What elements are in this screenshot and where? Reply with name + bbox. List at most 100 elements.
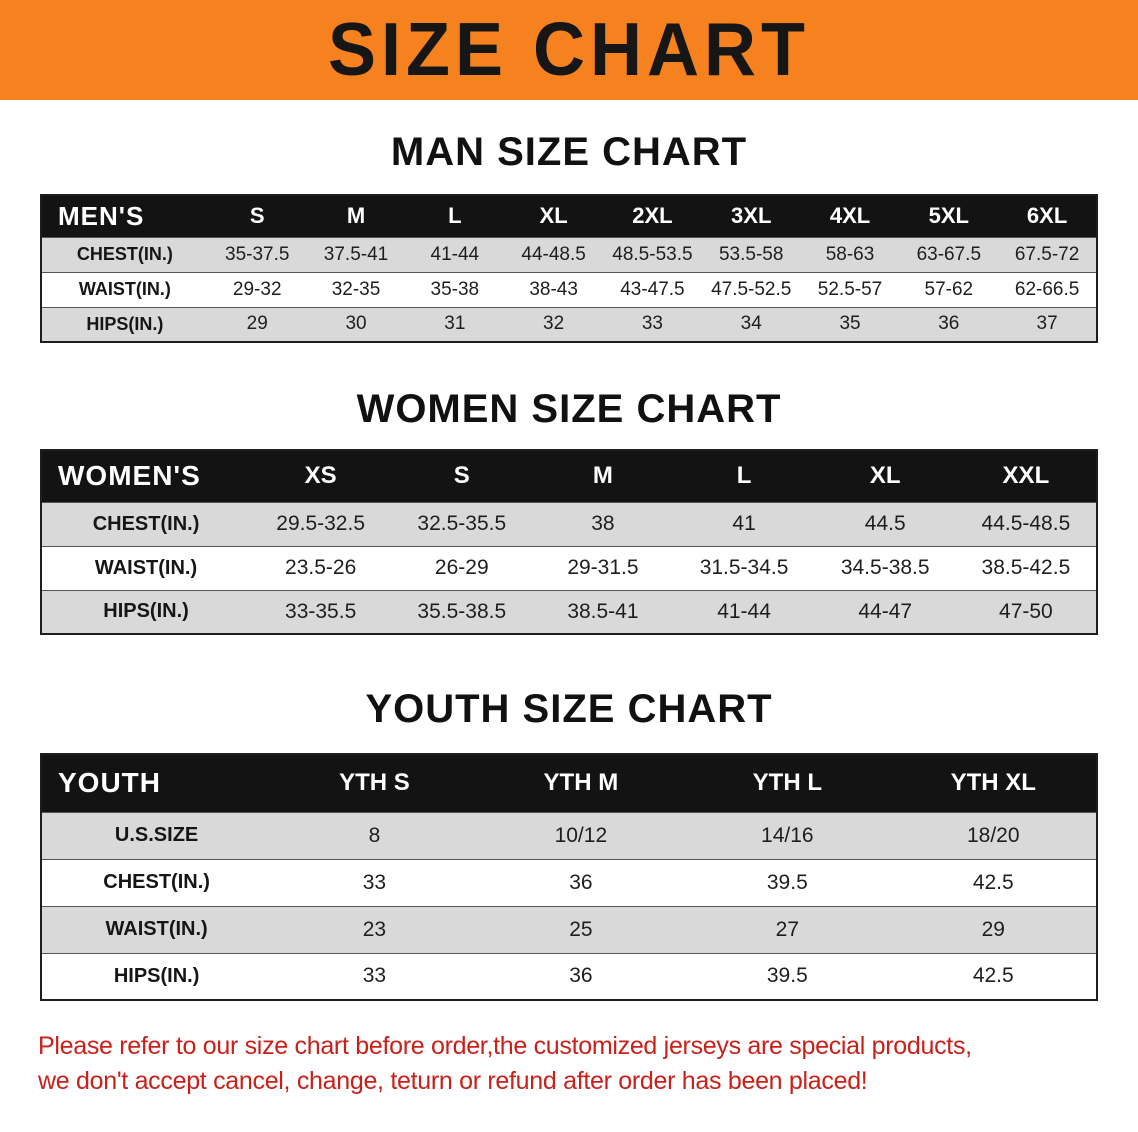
measurement-cell: 62-66.5 — [1014, 278, 1080, 300]
row-label: HIPS(IN.) — [103, 600, 189, 623]
measurement-cell: 34 — [740, 313, 762, 335]
row-label: WAIST(IN.) — [105, 918, 208, 940]
banner-title: SIZE CHART — [328, 8, 810, 93]
youth-section-heading: YOUTH SIZE CHART — [365, 687, 773, 731]
measurement-cell: 39.5 — [766, 870, 808, 894]
measurement-cell: 25 — [569, 917, 593, 941]
footer-disclaimer: Please refer to our size chart before or… — [38, 1029, 1104, 1098]
size-column-header: M — [592, 462, 613, 490]
measurement-cell: 36 — [569, 964, 593, 988]
women-size-section: WOMEN SIZE CHART WOMEN'S XS S M L XL XXL CHEST(… — [0, 343, 1138, 635]
measurement-cell: 38.5-41 — [567, 599, 639, 623]
size-chart-banner: SIZE CHART — [0, 0, 1138, 100]
men-size-table: MEN'S S M L XL 2XL 3XL 4XL 5XL 6XL CHEST(IN.) 35-37… — [40, 194, 1098, 343]
measurement-cell: 41 — [732, 512, 756, 535]
row-label: CHEST(IN.) — [76, 244, 173, 264]
measurement-row: U.S.SIZE 8 10/12 14/16 18/20 — [41, 812, 1097, 859]
measurement-cell: 29-32 — [232, 278, 282, 300]
measurement-cell: 29-31.5 — [567, 556, 639, 579]
measurement-cell: 35-37.5 — [225, 243, 290, 265]
size-column-header: XXL — [1002, 462, 1050, 490]
measurement-row: CHEST(IN.) 33 36 39.5 42.5 — [41, 859, 1097, 906]
table-header-row: WOMEN'S XS S M L XL XXL — [41, 450, 1097, 502]
measurement-cell: 32.5-35.5 — [417, 512, 507, 535]
table-header-row: YOUTH YTH S YTH M YTH L YTH XL — [41, 754, 1097, 812]
measurement-row: WAIST(IN.) 29-32 32-35 35-38 38-43 43-47.5 47.… — [41, 272, 1097, 307]
measurement-cell: 53.5-58 — [718, 243, 784, 265]
measurement-cell: 43-47.5 — [620, 278, 685, 300]
measurement-cell: 44-47 — [858, 599, 913, 623]
measurement-cell: 36 — [569, 870, 593, 894]
row-label: U.S.SIZE — [114, 824, 199, 846]
measurement-cell: 27 — [775, 917, 799, 941]
women-size-table: WOMEN'S XS S M L XL XXL CHEST(IN.) 29.5-32.5 32.5… — [40, 449, 1098, 635]
measurement-cell: 47.5-52.5 — [711, 278, 792, 300]
size-column-header: S — [453, 462, 470, 490]
size-column-header: XL — [869, 462, 901, 490]
measurement-cell: 34.5-38.5 — [840, 556, 930, 579]
measurement-cell: 39.5 — [766, 964, 808, 988]
measurement-cell: 38-43 — [529, 278, 578, 300]
youth-table-wrapper: YOUTH YTH S YTH M YTH L YTH XL U.S.SIZE 8 10/12… — [40, 753, 1098, 1001]
size-column-header: L — [448, 203, 462, 229]
measurement-cell: 35 — [839, 313, 861, 335]
measurement-cell: 10/12 — [554, 823, 608, 847]
measurement-cell: 23 — [362, 917, 387, 941]
row-label: HIPS(IN.) — [86, 313, 164, 334]
measurement-row: CHEST(IN.) 35-37.5 37.5-41 41-44 44-48.5 48.5… — [41, 237, 1097, 272]
measurement-cell: 33 — [641, 313, 663, 335]
measurement-cell: 42.5 — [972, 870, 1014, 894]
measurement-cell: 32-35 — [331, 278, 381, 300]
measurement-cell: 33 — [362, 964, 387, 988]
measurement-cell: 36 — [938, 313, 960, 335]
measurement-cell: 30 — [345, 313, 367, 335]
measurement-cell: 48.5-53.5 — [612, 243, 693, 265]
measurement-cell: 41-44 — [717, 599, 771, 623]
measurement-cell: 26-29 — [434, 556, 489, 579]
measurement-cell: 35.5-38.5 — [417, 599, 507, 623]
measurement-cell: 38.5-42.5 — [981, 556, 1071, 579]
row-label: CHEST(IN.) — [92, 512, 200, 535]
measurement-cell: 32 — [543, 313, 565, 335]
measurement-cell: 31 — [444, 313, 466, 335]
measurement-row: HIPS(IN.) 33-35.5 35.5-38.5 38.5-41 41-44 44-… — [41, 590, 1097, 634]
measurement-cell: 29.5-32.5 — [276, 512, 366, 535]
measurement-row: WAIST(IN.) 23.5-26 26-29 29-31.5 31.5-34.5 34… — [41, 546, 1097, 590]
measurement-cell: 14/16 — [761, 823, 814, 847]
size-column-header: XL — [539, 203, 568, 229]
size-column-header: 3XL — [731, 203, 772, 229]
measurement-cell: 41-44 — [430, 243, 480, 265]
size-column-header: 2XL — [632, 203, 673, 229]
size-column-header: L — [736, 462, 752, 490]
size-column-header: S — [249, 203, 265, 229]
measurement-row: CHEST(IN.) 29.5-32.5 32.5-35.5 38 41 44.5 44.5… — [41, 502, 1097, 546]
measurement-row: HIPS(IN.) 29 30 31 32 33 34 35 36 37 — [41, 307, 1097, 342]
measurement-cell: 44.5-48.5 — [981, 512, 1071, 535]
measurement-cell: 37.5-41 — [323, 243, 389, 265]
footer-line-1: Please refer to our size chart before or… — [38, 1032, 972, 1060]
measurement-cell: 57-62 — [924, 278, 974, 300]
women-section-heading: WOMEN SIZE CHART — [356, 387, 782, 431]
size-column-header: 6XL — [1026, 203, 1068, 229]
row-label: WAIST(IN.) — [78, 279, 171, 299]
size-column-header: YTH M — [543, 769, 619, 797]
footer-line-2: we don't accept cancel, change, teturn o… — [38, 1066, 868, 1095]
size-column-header: 4XL — [829, 203, 871, 229]
measurement-cell: 63-67.5 — [916, 243, 982, 265]
youth-size-table: YOUTH YTH S YTH M YTH L YTH XL U.S.SIZE 8 10/12… — [40, 753, 1098, 1001]
size-column-header: 5XL — [928, 203, 969, 229]
table-header-row: MEN'S S M L XL 2XL 3XL 4XL 5XL 6XL — [41, 195, 1097, 237]
men-section-heading: MAN SIZE CHART — [390, 130, 748, 174]
size-column-header: XS — [304, 462, 337, 490]
men-table-wrapper: MEN'S S M L XL 2XL 3XL 4XL 5XL 6XL CHEST(IN.) 35-37… — [40, 194, 1098, 343]
measurement-cell: 33-35.5 — [285, 599, 357, 623]
measurement-cell: 67.5-72 — [1014, 243, 1080, 265]
row-label: WAIST(IN.) — [94, 556, 198, 579]
measurement-cell: 58-63 — [825, 243, 875, 265]
table-group-label: YOUTH — [58, 767, 161, 799]
row-label: HIPS(IN.) — [113, 964, 200, 987]
table-group-label: MEN'S — [58, 200, 145, 231]
men-size-section: MAN SIZE CHART MEN'S S M L XL 2XL 3XL 4XL 5XL 6XL… — [0, 100, 1138, 343]
measurement-cell: 47-50 — [999, 599, 1053, 623]
size-column-header: M — [346, 203, 366, 229]
